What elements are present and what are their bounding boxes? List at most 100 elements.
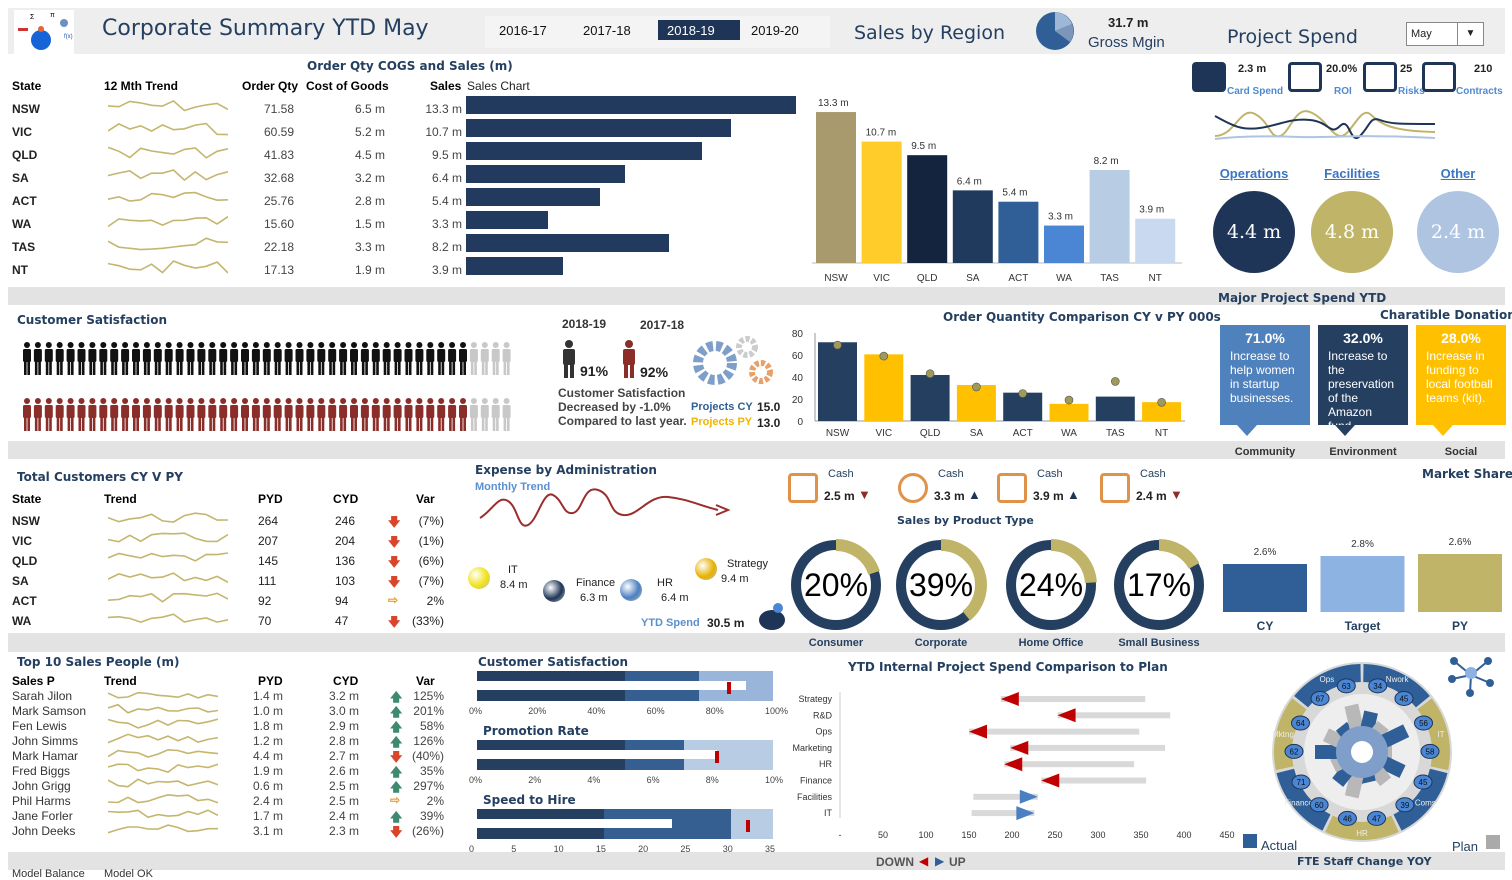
year-tab-2016-17[interactable]: 2016-17 (499, 23, 547, 38)
bubble-value: 67 (1316, 694, 1325, 703)
expense-ball-strategy (695, 558, 717, 580)
y-tick-label: Marketing (792, 743, 832, 753)
person-icon (350, 342, 358, 375)
expense-value: 6.3 m (580, 592, 608, 604)
expense-subtitle: Monthly Trend (475, 481, 551, 493)
charity-title: Charatible Donations (1380, 308, 1512, 322)
person-icon (563, 340, 575, 378)
person-icon (251, 342, 260, 375)
section-divider (8, 633, 1505, 652)
person-icon (142, 398, 151, 431)
spend-category-label[interactable]: Operations (1219, 166, 1289, 181)
person-icon (230, 398, 239, 431)
trend-sparkline (108, 552, 228, 562)
person-icon (317, 398, 326, 431)
person-icon (164, 342, 173, 375)
person-icon (295, 398, 304, 431)
x-tick-label: 80% (705, 706, 724, 716)
x-tick-label: 60% (646, 706, 665, 716)
salesperson-name: Jane Forler (12, 809, 73, 823)
kpi-value: 20.0% (1326, 63, 1358, 75)
spend-category-label[interactable]: Facilities (1324, 166, 1380, 181)
charity-text: Increase in funding to local football te… (1426, 349, 1493, 405)
spend-circle: 4.4 m (1213, 191, 1295, 273)
var-cell: 126% (413, 734, 444, 748)
donut-small-business: 17% (1113, 539, 1205, 631)
expense-name: Strategy (727, 558, 768, 570)
y-tick-label: 60 (792, 351, 804, 362)
bubble-value: 71 (1297, 778, 1306, 787)
py-marker-WA (1064, 395, 1074, 405)
x-tick-label: 10 (553, 844, 564, 854)
year-tab-2019-20[interactable]: 2019-20 (751, 23, 799, 38)
expense-trend-line (479, 488, 731, 527)
y-tick-label: IT (824, 808, 833, 818)
triangle-down-icon: ▼ (858, 487, 871, 502)
pyd-cell: 92 (258, 594, 272, 608)
kpi-label: Risks (1398, 86, 1425, 97)
chevron-down-icon[interactable]: ▼ (1457, 23, 1483, 45)
donut-pct-label: 20% (804, 567, 868, 603)
cyd-cell: 3.0 m (329, 704, 360, 718)
sales-table-title: Order Qty COGS and Sales (m) (307, 59, 513, 73)
state-cell: NSW (12, 102, 40, 116)
sales-cell: 9.5 m (431, 148, 462, 162)
up-arrow-icon: ▶ (935, 854, 945, 868)
person-icon (44, 398, 53, 431)
donut-consumer: 20% (790, 539, 882, 631)
credit-card-icon (1192, 62, 1226, 92)
down-arrow-icon: 🡇 (388, 555, 401, 569)
var-cell: 297% (413, 779, 444, 793)
person-icon (437, 342, 446, 375)
state-cell: NSW (12, 514, 40, 528)
y-tick-label: Facilities (797, 792, 833, 802)
x-tick-label: QLD (917, 273, 938, 284)
month-dropdown[interactable]: May ▼ (1406, 22, 1484, 46)
bar-value-label: 3.3 m (1048, 212, 1073, 223)
satisfaction-summary: Customer Satisfaction Decreased by -1.0% C… (558, 386, 687, 428)
x-tick-label: ACT (1008, 273, 1028, 284)
down-arrow-marker (969, 724, 987, 739)
bullet-title: Speed to Hire (483, 793, 576, 807)
summary-line: Decreased by -1.0% (558, 400, 671, 414)
order-qty-cell: 41.83 (263, 148, 294, 162)
cy-satisfaction-pct: 91% (580, 363, 609, 379)
down-arrow-icon: 🡇 (388, 535, 401, 549)
segment-label: Ops (1320, 675, 1335, 684)
x-tick-label: - (839, 830, 842, 840)
region-bar-QLD (907, 155, 948, 263)
x-tick-label: 350 (1133, 830, 1148, 840)
value-bubble (1336, 678, 1356, 694)
product-type-label: Consumer (808, 637, 864, 649)
section-divider (8, 852, 1505, 870)
salesperson-name: John Deeks (12, 824, 76, 838)
charity-category-label: Community (1234, 446, 1296, 458)
person-icon (88, 342, 97, 375)
sales-cell: 13.3 m (425, 102, 462, 116)
project-spend-trend-lines (1214, 110, 1436, 140)
salesperson-name: Fred Biggs (12, 764, 71, 778)
svg-text:π: π (50, 12, 55, 19)
bullet-target-marker (714, 751, 719, 763)
pyd-cell: 1.9 m (253, 764, 284, 778)
trend-sparkline (108, 824, 218, 834)
person-icon (132, 342, 140, 375)
pyd-cell: 2.4 m (253, 794, 284, 808)
person-icon (175, 342, 184, 375)
person-icon (393, 398, 402, 431)
segment-label: Finance (1284, 799, 1313, 808)
product-type-label: Small Business (1118, 637, 1200, 649)
bubble-value: 62 (1290, 747, 1299, 756)
year-tab-2018-19[interactable]: 2018-19 (658, 20, 740, 40)
cash-value: 3.9 m (1033, 489, 1064, 503)
cogs-cell: 4.5 m (354, 148, 385, 162)
spend-category-label[interactable]: Other (1440, 166, 1476, 181)
person-icon (197, 342, 206, 375)
trend-sparkline (108, 592, 228, 603)
person-icon (230, 342, 239, 375)
spend-circle: 4.8 m (1311, 191, 1393, 273)
year-tab-2017-18[interactable]: 2017-18 (583, 23, 631, 38)
x-tick-label: WA (1056, 273, 1072, 284)
py-label: 2017-18 (640, 318, 685, 332)
